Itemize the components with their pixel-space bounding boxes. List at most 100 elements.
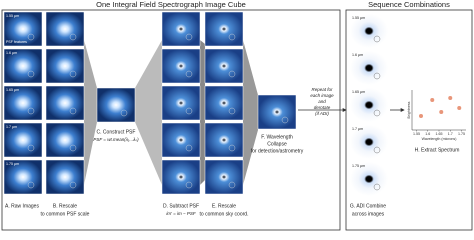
planet-marker <box>185 33 193 41</box>
planet-marker <box>373 183 381 191</box>
point <box>448 96 453 100</box>
wavelength-label: 1.7 μm <box>352 127 363 131</box>
wavelength-label: 1.55 μm <box>352 16 365 20</box>
wedge <box>200 40 205 185</box>
right-title: Sequence Combinations <box>368 0 450 9</box>
image-thumb <box>45 159 85 195</box>
repeat-note: derotate <box>314 105 331 110</box>
image-thumb <box>204 11 244 47</box>
planet-marker <box>27 144 35 152</box>
image-thumb <box>349 50 389 86</box>
wavelength-label: 1.75 μm <box>6 162 19 166</box>
repeat-note: (if ADI) <box>315 111 329 116</box>
step-b: B. Rescale <box>53 203 77 209</box>
image-thumb <box>349 161 389 197</box>
planet-marker <box>373 72 381 80</box>
wavelength-label: 1.7 μm <box>6 125 17 129</box>
point <box>439 110 444 114</box>
x-tick-label: 1.75 <box>458 132 465 136</box>
y-axis-label: Brightness <box>407 101 411 118</box>
x-tick-label: 1.65 <box>436 132 443 136</box>
step-d-formula: im′ = im − PSF <box>166 211 196 216</box>
image-thumb <box>204 48 244 84</box>
x-tick-label: 1.55 <box>413 132 420 136</box>
step-e: E. Rescale <box>212 203 236 209</box>
image-thumb <box>204 85 244 121</box>
step-g: G. ADI Combine <box>350 203 386 209</box>
step-d: D. Subtract PSF <box>163 203 199 209</box>
image-thumb <box>349 124 389 160</box>
image-thumb <box>3 11 43 47</box>
point <box>457 106 462 110</box>
step-a: A. Raw Images <box>5 203 39 209</box>
planet-marker <box>185 181 193 189</box>
repeat-note: each image <box>310 93 334 98</box>
cube-frame <box>1 9 341 231</box>
wedge <box>243 40 258 185</box>
step-e-note: to common sky coord. <box>200 211 249 217</box>
image-thumb <box>257 94 297 130</box>
repeat-note: Repeat for <box>311 87 333 92</box>
image-thumb <box>45 122 85 158</box>
planet-marker <box>27 181 35 189</box>
planet-marker <box>27 33 35 41</box>
step-b-note: to common PSF scale <box>41 211 90 217</box>
planet-marker <box>69 107 77 115</box>
step-f: F. Wavelength <box>261 134 293 140</box>
sequence-frame <box>345 9 473 231</box>
planet-marker <box>228 107 236 115</box>
planet-marker <box>228 33 236 41</box>
image-thumb <box>3 159 43 195</box>
x-tick-label: 1.7 <box>448 132 453 136</box>
image-thumb <box>204 159 244 195</box>
annotation: PSF features <box>6 40 27 44</box>
repeat-note: and <box>318 99 326 104</box>
planet-marker <box>27 70 35 78</box>
image-thumb <box>161 48 201 84</box>
image-thumb <box>45 85 85 121</box>
image-thumb <box>3 85 43 121</box>
image-thumb <box>349 87 389 123</box>
wavelength-label: 1.65 μm <box>6 88 19 92</box>
wavelength-label: 1.6 μm <box>352 53 363 57</box>
step-f-note: for detection/astrometry <box>251 148 304 154</box>
planet-marker <box>27 107 35 115</box>
planet-marker <box>69 144 77 152</box>
x-tick-label: 1.6 <box>425 132 430 136</box>
planet-marker <box>228 70 236 78</box>
image-thumb <box>161 11 201 47</box>
left-title: One Integral Field Spectrograph Image Cu… <box>96 0 246 9</box>
x-axis-label: Wavelength (microns) <box>422 137 457 141</box>
image-thumb <box>3 48 43 84</box>
image-thumb <box>161 159 201 195</box>
point <box>419 114 423 118</box>
step-c: C. Construct PSF <box>97 129 136 135</box>
image-thumb <box>349 13 389 49</box>
step-c-formula: PSF = wt.mean(λ₁...λₙ) <box>93 137 139 142</box>
planet-marker <box>373 146 381 154</box>
step-g-note: across images <box>352 211 385 217</box>
planet-marker <box>373 35 381 43</box>
planet-marker <box>120 109 128 117</box>
planet-marker <box>69 70 77 78</box>
planet-marker <box>185 107 193 115</box>
point <box>430 98 435 102</box>
image-thumb <box>45 48 85 84</box>
wavelength-label: 1.75 μm <box>352 164 365 168</box>
wavelength-label: 1.65 μm <box>352 90 365 94</box>
image-thumb <box>161 85 201 121</box>
image-thumb <box>161 122 201 158</box>
planet-marker <box>228 181 236 189</box>
step-f-2: Collapse <box>267 141 287 147</box>
planet-marker <box>185 144 193 152</box>
planet-marker <box>281 116 289 124</box>
step-h: H. Extract Spectrum <box>415 147 460 153</box>
planet-marker <box>373 109 381 117</box>
image-thumb <box>96 87 136 123</box>
planet-marker <box>69 181 77 189</box>
wedge <box>135 40 162 185</box>
planet-marker <box>69 33 77 41</box>
image-thumb <box>3 122 43 158</box>
wedge <box>84 40 97 185</box>
